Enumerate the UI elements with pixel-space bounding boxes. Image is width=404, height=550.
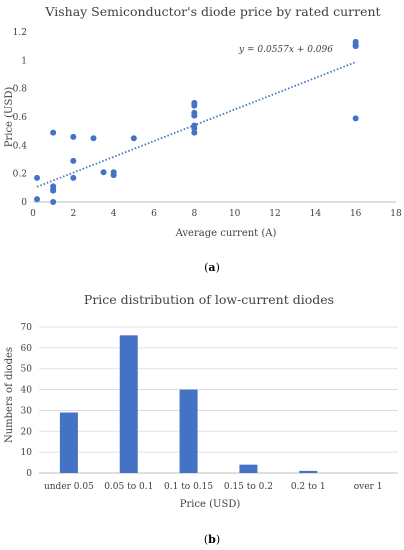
scatter-x-tick-label: 6 xyxy=(151,209,157,219)
scatter-y-tick-label: 0.6 xyxy=(13,113,28,123)
scatter-point xyxy=(34,196,41,203)
bar-y-tick-label: 60 xyxy=(21,344,33,354)
scatter-x-tick-labels: 0 2 4 6 8 10 12 14 16 18 xyxy=(30,209,402,219)
bar-y-tick-label: 50 xyxy=(21,365,33,375)
scatter-x-tick-label: 12 xyxy=(269,209,280,219)
bar-y-tick-label: 40 xyxy=(21,386,33,396)
bar-y-tick-label: 20 xyxy=(21,427,33,437)
scatter-point xyxy=(70,174,77,181)
scatter-point xyxy=(352,115,359,122)
scatter-y-tick-label: 0.2 xyxy=(13,170,27,180)
scatter-point xyxy=(50,129,57,136)
scatter-point xyxy=(130,135,137,142)
bar-series xyxy=(59,335,318,473)
scatter-y-tick-label: 0.8 xyxy=(13,85,28,95)
scatter-y-tick-label: 0.4 xyxy=(13,141,28,151)
bar-category-label: 0.05 to 0.1 xyxy=(104,482,153,492)
scatter-x-tick-label: 18 xyxy=(390,209,402,219)
bar-y-tick-label: 30 xyxy=(21,406,33,416)
scatter-x-tick-label: 8 xyxy=(191,209,197,219)
bar-x-axis-title: Price (USD) xyxy=(180,499,241,510)
panel-label-a: (a) xyxy=(204,261,220,274)
bar-y-tick-label: 70 xyxy=(21,323,33,333)
scatter-points xyxy=(34,38,359,205)
scatter-y-tick-label: 1 xyxy=(21,56,27,66)
bar-chart-title: Price distribution of low-current diodes xyxy=(84,292,334,307)
bar xyxy=(179,389,198,473)
scatter-y-tick-label: 0 xyxy=(21,198,27,208)
bar xyxy=(59,412,78,473)
scatter-point xyxy=(191,112,198,119)
bar-category-label: under 0.05 xyxy=(44,482,94,492)
scatter-x-tick-label: 4 xyxy=(111,209,117,219)
bar-category-labels: under 0.05 0.05 to 0.1 0.1 to 0.15 0.15 to … xyxy=(44,482,382,492)
bar xyxy=(119,335,138,473)
scatter-y-tick-labels: 0 0.2 0.4 0.6 0.8 1 1.2 xyxy=(13,28,28,208)
scatter-x-tick-label: 16 xyxy=(350,209,362,219)
bar-chart-panel: Price distribution of low-current diodes… xyxy=(4,292,398,546)
bar-y-tick-labels: 0 10 20 30 40 50 60 70 xyxy=(21,323,33,479)
bar-category-label: over 1 xyxy=(354,482,383,492)
scatter-x-tick-label: 2 xyxy=(70,209,76,219)
scatter-point xyxy=(50,199,57,205)
bar-y-axis-title: Numbers of diodes xyxy=(4,347,15,443)
bar xyxy=(239,464,258,473)
scatter-x-tick-label: 10 xyxy=(229,209,241,219)
scatter-point xyxy=(90,135,97,142)
scatter-chart-panel: Vishay Semiconductor's diode price by ra… xyxy=(4,4,402,274)
bar-y-tick-label: 0 xyxy=(26,469,32,479)
scatter-x-tick-label: 0 xyxy=(30,209,36,219)
scatter-point xyxy=(100,169,107,176)
scatter-point xyxy=(50,187,57,194)
trendline-equation-label: y = 0.0557x + 0.096 xyxy=(238,45,333,55)
panel-label-a-letter: a xyxy=(208,261,215,274)
scatter-point xyxy=(191,102,198,109)
scatter-chart-title: Vishay Semiconductor's diode price by ra… xyxy=(44,4,380,19)
bar xyxy=(299,470,318,473)
scatter-point xyxy=(70,157,77,164)
scatter-x-axis-title: Average current (A) xyxy=(175,228,277,239)
panel-label-b-letter: b xyxy=(208,533,216,546)
bar-category-label: 0.15 to 0.2 xyxy=(224,482,273,492)
bar-category-label: 0.1 to 0.15 xyxy=(164,482,213,492)
panel-label-b: (b) xyxy=(204,533,220,546)
scatter-point xyxy=(352,43,359,50)
scatter-point xyxy=(70,133,77,140)
scatter-trendline xyxy=(36,61,356,188)
bar-gridlines xyxy=(39,326,398,453)
scatter-point xyxy=(110,172,117,179)
scatter-point xyxy=(34,174,41,181)
scatter-y-axis-title: Price (USD) xyxy=(4,87,15,148)
scatter-point xyxy=(191,125,198,132)
scatter-y-tick-label: 1.2 xyxy=(13,28,27,38)
scatter-point xyxy=(191,129,198,136)
bar-y-tick-label: 10 xyxy=(21,448,33,458)
scatter-x-tick-label: 14 xyxy=(310,209,322,219)
bar-category-label: 0.2 to 1 xyxy=(291,482,326,492)
